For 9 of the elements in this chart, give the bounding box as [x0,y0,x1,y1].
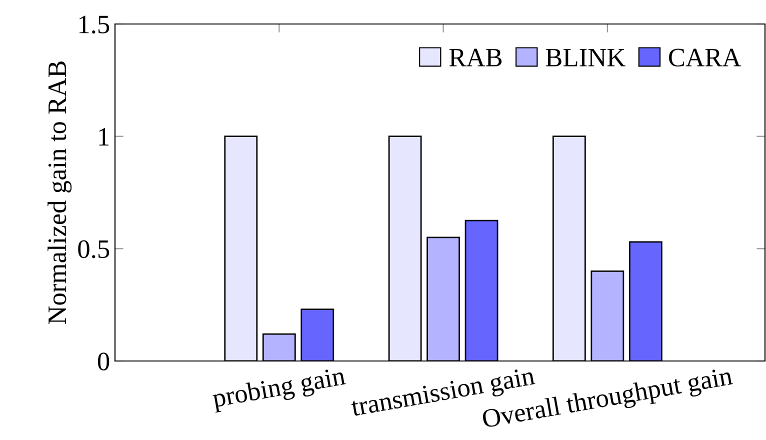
y-tick-label: 1.5 [79,16,110,34]
legend-label: CARA [669,48,742,66]
x-tick-label: probing gain [211,366,347,413]
y-axis-title: Normalized gain to RAB [48,62,72,324]
y-tick-label: 0 [98,352,110,370]
y-tick-label: 0.5 [78,240,110,258]
y-tick-label: 1 [99,128,109,146]
legend-label: BLINK [546,48,626,66]
legend-label: RAB [449,48,502,66]
